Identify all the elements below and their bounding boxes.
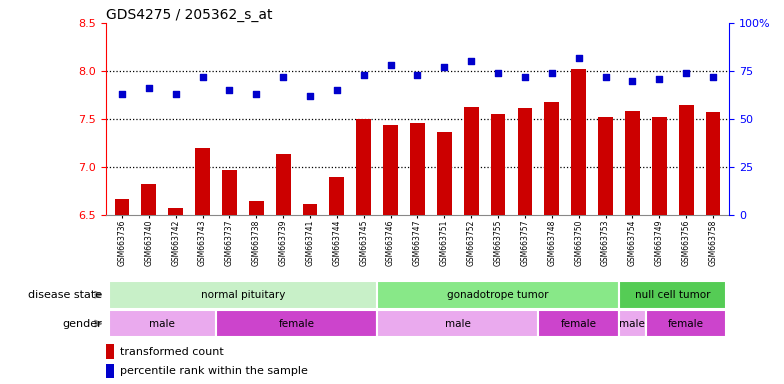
Bar — [619, 310, 646, 338]
Text: female: female — [561, 318, 597, 329]
Bar — [114, 199, 129, 215]
Point — [143, 85, 155, 91]
Point — [519, 74, 532, 80]
Point — [572, 55, 585, 61]
Bar — [679, 104, 694, 215]
Bar — [303, 204, 318, 215]
Point — [599, 74, 612, 80]
Bar — [108, 281, 377, 309]
Bar — [377, 281, 619, 309]
Point — [331, 87, 343, 93]
Point — [492, 70, 504, 76]
Text: male: male — [445, 318, 470, 329]
Text: female: female — [278, 318, 314, 329]
Bar — [106, 364, 114, 378]
Point — [169, 91, 182, 97]
Bar — [169, 208, 183, 215]
Bar — [619, 281, 727, 309]
Bar — [544, 102, 559, 215]
Point — [223, 87, 236, 93]
Bar — [410, 123, 425, 215]
Text: disease state: disease state — [27, 290, 102, 300]
Text: male: male — [619, 318, 645, 329]
Point — [626, 78, 639, 84]
Bar — [377, 310, 539, 338]
Bar — [222, 170, 237, 215]
Bar — [249, 200, 263, 215]
Text: null cell tumor: null cell tumor — [635, 290, 710, 300]
Point — [653, 76, 666, 82]
Point — [196, 74, 209, 80]
Point — [465, 58, 477, 65]
Point — [546, 70, 558, 76]
Point — [411, 72, 423, 78]
Point — [680, 70, 692, 76]
Point — [438, 64, 451, 70]
Point — [384, 62, 397, 68]
Point — [250, 91, 263, 97]
Text: gender: gender — [62, 318, 102, 329]
Bar — [517, 108, 532, 215]
Text: gonadotrope tumor: gonadotrope tumor — [448, 290, 549, 300]
Bar — [383, 125, 398, 215]
Point — [303, 93, 316, 99]
Bar — [706, 112, 720, 215]
Point — [706, 74, 719, 80]
Bar — [652, 117, 666, 215]
Bar — [491, 114, 506, 215]
Bar — [539, 310, 619, 338]
Bar — [216, 310, 377, 338]
Bar — [572, 69, 586, 215]
Bar — [106, 344, 114, 359]
Text: male: male — [149, 318, 175, 329]
Bar — [108, 310, 216, 338]
Bar — [195, 148, 210, 215]
Bar — [141, 184, 156, 215]
Text: GDS4275 / 205362_s_at: GDS4275 / 205362_s_at — [106, 8, 272, 22]
Text: normal pituitary: normal pituitary — [201, 290, 285, 300]
Point — [116, 91, 129, 97]
Point — [358, 72, 370, 78]
Text: transformed count: transformed count — [119, 347, 223, 357]
Bar — [437, 132, 452, 215]
Bar — [357, 119, 371, 215]
Bar — [329, 177, 344, 215]
Bar — [625, 111, 640, 215]
Bar — [464, 107, 478, 215]
Bar — [276, 154, 291, 215]
Bar — [598, 117, 613, 215]
Bar — [646, 310, 727, 338]
Point — [277, 74, 289, 80]
Text: female: female — [668, 318, 704, 329]
Text: percentile rank within the sample: percentile rank within the sample — [119, 366, 307, 376]
